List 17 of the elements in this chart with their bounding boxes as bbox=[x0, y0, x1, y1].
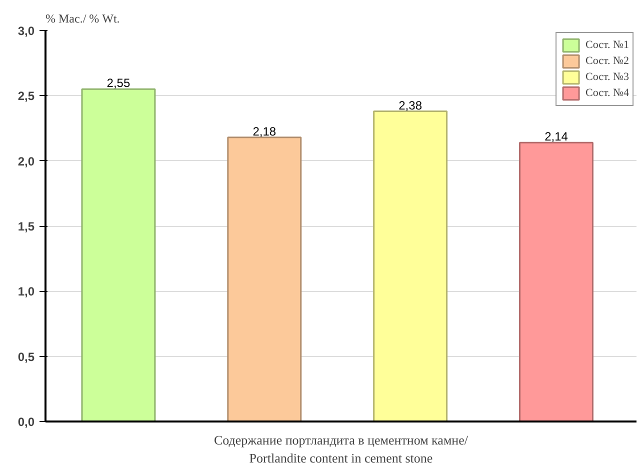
data-label: 2,55 bbox=[106, 76, 130, 90]
legend-label: Сост. №2 bbox=[586, 54, 629, 69]
data-label: 2,38 bbox=[398, 98, 422, 112]
y-tick-label: 0,0 bbox=[18, 415, 35, 429]
y-tick-label: 1,0 bbox=[18, 284, 35, 299]
y-tick-label: 0,5 bbox=[18, 350, 35, 364]
y-axis-title: % Мас./ % Wt. bbox=[46, 12, 120, 26]
y-tick-label: 3,0 bbox=[18, 24, 35, 38]
legend-label: Сост. №3 bbox=[586, 70, 629, 85]
y-tick-label: 1,5 bbox=[18, 220, 35, 234]
x-axis-title: Содержание портландита в цементном камне/ Portlandite content in cement stone bbox=[214, 432, 468, 466]
legend-label: Сост. №4 bbox=[586, 86, 629, 101]
data-label: 2,18 bbox=[252, 124, 276, 138]
y-tick-label: 2,5 bbox=[18, 89, 35, 104]
data-label: 2,14 bbox=[544, 130, 568, 144]
legend-label: Сост. №1 bbox=[586, 38, 629, 53]
y-tick-label: 2,0 bbox=[18, 154, 35, 168]
